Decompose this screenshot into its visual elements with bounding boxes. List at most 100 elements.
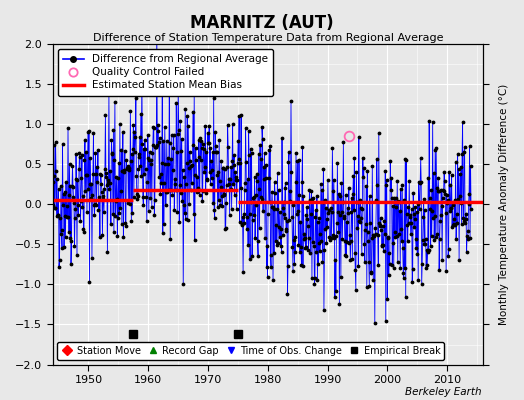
Point	[283, 217, 291, 224]
Point	[364, 228, 372, 235]
Point	[305, 196, 314, 203]
Point	[211, 129, 220, 136]
Point	[212, 149, 221, 155]
Point	[267, 204, 276, 210]
Point	[409, 190, 418, 196]
Text: MARNITZ (AUT): MARNITZ (AUT)	[190, 14, 334, 32]
Point	[100, 209, 108, 216]
Point	[363, 168, 372, 174]
Point	[443, 197, 452, 204]
Point	[339, 139, 347, 146]
Point	[278, 135, 286, 141]
Point	[372, 231, 380, 237]
Point	[351, 267, 359, 274]
Point	[189, 109, 198, 115]
Point	[258, 124, 266, 131]
Point	[445, 168, 453, 175]
Point	[204, 140, 212, 146]
Point	[364, 238, 373, 244]
Point	[337, 180, 345, 186]
Point	[296, 219, 304, 225]
Point	[110, 156, 118, 163]
Point	[319, 198, 327, 205]
Point	[326, 205, 335, 212]
Point	[117, 188, 125, 194]
Point	[300, 236, 308, 243]
Point	[54, 186, 63, 192]
Point	[185, 149, 194, 155]
Point	[236, 184, 245, 191]
Point	[89, 170, 97, 177]
Point	[313, 193, 321, 200]
Point	[128, 151, 136, 157]
Point	[107, 221, 115, 227]
Point	[184, 165, 193, 171]
Point	[280, 210, 288, 217]
Point	[372, 197, 380, 204]
Point	[49, 173, 58, 180]
Point	[423, 248, 432, 255]
Point	[343, 239, 352, 245]
Point	[277, 249, 286, 255]
Point	[371, 224, 379, 231]
Point	[199, 141, 208, 148]
Point	[216, 184, 225, 191]
Point	[201, 122, 210, 129]
Point	[341, 238, 349, 244]
Point	[435, 266, 443, 273]
Point	[437, 187, 445, 193]
Point	[232, 177, 240, 183]
Point	[173, 130, 182, 137]
Point	[192, 156, 200, 163]
Point	[85, 279, 94, 285]
Point	[246, 146, 255, 152]
Point	[287, 168, 296, 175]
Point	[466, 163, 475, 170]
Point	[154, 122, 162, 128]
Point	[462, 216, 470, 222]
Point	[76, 154, 84, 160]
Point	[141, 166, 150, 172]
Point	[322, 240, 331, 247]
Point	[169, 145, 178, 151]
Point	[164, 161, 172, 168]
Point	[72, 176, 81, 182]
Point	[381, 317, 390, 324]
Point	[140, 171, 148, 177]
Point	[160, 180, 169, 186]
Point	[198, 145, 206, 151]
Point	[115, 160, 123, 166]
Point	[145, 156, 154, 163]
Point	[452, 236, 460, 243]
Point	[298, 144, 307, 150]
Point	[65, 229, 73, 236]
Point	[301, 234, 309, 241]
Point	[392, 204, 400, 211]
Point	[461, 144, 469, 150]
Point	[90, 212, 99, 218]
Point	[412, 244, 420, 251]
Point	[346, 257, 355, 264]
Point	[177, 190, 185, 196]
Point	[149, 124, 158, 130]
Point	[77, 175, 85, 181]
Point	[157, 180, 166, 186]
Point	[332, 288, 340, 294]
Point	[266, 143, 274, 149]
Point	[125, 164, 134, 171]
Point	[354, 263, 363, 270]
Point	[390, 195, 398, 201]
Point	[115, 210, 124, 216]
Point	[251, 235, 259, 241]
Point	[276, 243, 285, 249]
Point	[438, 202, 446, 209]
Point	[86, 181, 95, 187]
Point	[233, 206, 241, 212]
Point	[69, 184, 77, 190]
Point	[355, 218, 364, 224]
Point	[134, 193, 142, 199]
Point	[330, 176, 338, 183]
Point	[328, 145, 336, 151]
Point	[383, 296, 391, 303]
Point	[66, 235, 74, 241]
